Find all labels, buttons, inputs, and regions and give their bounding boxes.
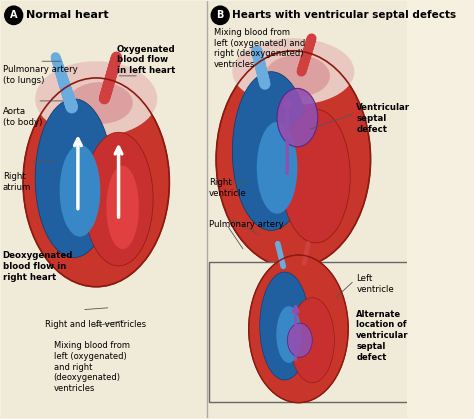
Bar: [0, 1, 207, 418]
Ellipse shape: [35, 61, 157, 137]
Text: Mixing blood from
left (oxygenated)
and right
(deoxygenated)
ventricles: Mixing blood from left (oxygenated) and …: [54, 341, 129, 393]
Text: Deoxygenated
blood flow in
right heart: Deoxygenated blood flow in right heart: [3, 251, 73, 282]
Text: Alternate
location of
ventricular
septal
defect: Alternate location of ventricular septal…: [356, 310, 409, 362]
Text: Pulmonary artery: Pulmonary artery: [209, 220, 283, 229]
Circle shape: [5, 6, 23, 24]
Ellipse shape: [216, 51, 371, 268]
Ellipse shape: [232, 72, 310, 230]
Circle shape: [211, 6, 229, 24]
Text: Pulmonary artery
(to lungs): Pulmonary artery (to lungs): [3, 65, 77, 85]
Ellipse shape: [260, 272, 310, 380]
Text: Oxygenated
blood flow
in left heart: Oxygenated blood flow in left heart: [117, 44, 175, 75]
Text: Right
atrium: Right atrium: [3, 172, 31, 191]
Text: Ventricular
septal
defect: Ventricular septal defect: [356, 103, 410, 134]
Ellipse shape: [84, 132, 153, 266]
Ellipse shape: [265, 55, 330, 97]
Ellipse shape: [287, 323, 312, 357]
Text: Right
ventricle: Right ventricle: [209, 178, 246, 198]
Ellipse shape: [60, 145, 100, 237]
Text: A: A: [10, 10, 18, 20]
Ellipse shape: [249, 255, 348, 403]
Ellipse shape: [23, 78, 169, 287]
Text: Aorta
(to body): Aorta (to body): [3, 107, 42, 127]
Text: Left
ventricle: Left ventricle: [356, 274, 394, 294]
Text: Mixing blood from
left (oxygenated) and
right (deoxygenated)
ventricles: Mixing blood from left (oxygenated) and …: [214, 28, 305, 69]
Ellipse shape: [277, 88, 318, 147]
Ellipse shape: [257, 122, 297, 214]
Ellipse shape: [232, 38, 354, 105]
Ellipse shape: [281, 109, 350, 243]
Text: Normal heart: Normal heart: [26, 10, 109, 20]
Ellipse shape: [68, 82, 133, 124]
Ellipse shape: [276, 306, 301, 363]
Text: B: B: [217, 10, 224, 20]
Bar: [207, 1, 407, 418]
Ellipse shape: [35, 99, 112, 258]
Ellipse shape: [290, 297, 334, 383]
FancyBboxPatch shape: [209, 262, 408, 401]
Ellipse shape: [106, 166, 139, 249]
Text: Right and left ventricles: Right and left ventricles: [46, 320, 146, 329]
Text: Hearts with ventricular septal defects: Hearts with ventricular septal defects: [232, 10, 456, 20]
